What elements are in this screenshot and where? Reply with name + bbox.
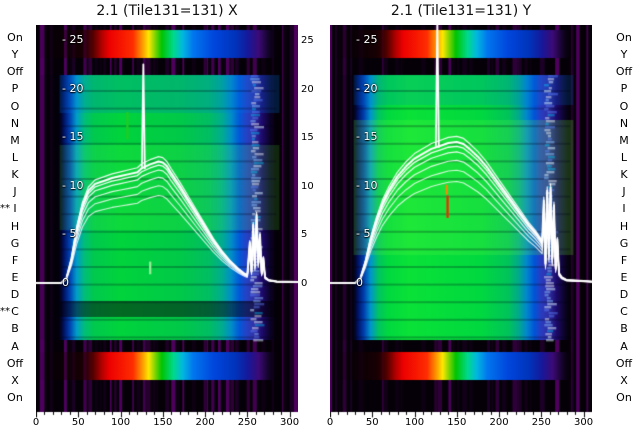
row-label-left-n-5: N: [10, 116, 20, 130]
y-tick-10-panel1: - 10: [356, 178, 378, 192]
x-tick-100-panel1: 100: [404, 417, 425, 428]
row-label-left-on-0: On: [7, 31, 23, 44]
row-label-left-d-15: D: [10, 288, 20, 302]
row-label-left-k-8: K: [11, 168, 19, 182]
y-tick-0-panel1: 0: [356, 276, 363, 289]
y-tick-mirror-15: 15: [301, 132, 314, 144]
x-tick-0-panel1: 0: [326, 417, 334, 428]
y-tick-mirror-0: 0: [301, 278, 308, 289]
y-tick-mirror-20: 20: [301, 83, 314, 95]
y-tick-0-panel0: 0: [62, 276, 69, 289]
heatmap-panel-y: [330, 25, 592, 420]
row-label-left-x-20: X: [11, 373, 19, 387]
row-label-right-off-2: Off: [615, 65, 633, 79]
row-label-right-l-7: L: [620, 150, 628, 164]
x-tick-200-panel0: 200: [195, 417, 215, 428]
x-tick-200-panel1: 200: [489, 417, 509, 428]
row-label-right-n-5: N: [619, 116, 629, 130]
row-label-left-g-12: G: [10, 236, 20, 250]
row-label-right-d-15: D: [619, 288, 629, 302]
row-label-left-off-19: Off: [6, 356, 24, 370]
row-label-left-y-1: Y: [11, 48, 19, 62]
x-tick-0-panel0: 0: [32, 417, 40, 428]
x-tick-50-panel0: 50: [71, 417, 85, 428]
row-label-right-c-16: C: [620, 305, 628, 319]
panel-title-y: 2.1 (Tile131=131) Y: [390, 3, 532, 19]
row-label-left-i-10: I: [13, 202, 17, 216]
row-label-right-a-18: A: [620, 339, 628, 353]
y-tick-mirror-5: 5: [301, 229, 308, 241]
row-label-right-y-1: Y: [620, 48, 628, 62]
row-label-left-on-21: On: [7, 390, 23, 404]
row-label-left-j-9: J: [13, 185, 17, 199]
row-label-right-b-17: B: [620, 322, 628, 336]
panel-title-x: 2.1 (Tile131=131) X: [96, 3, 238, 19]
y-tick-25-panel0: - 25: [62, 33, 84, 46]
y-tick-25-panel1: - 25: [356, 33, 378, 46]
row-label-right-p-3: P: [620, 82, 628, 96]
x-tick-100-panel0: 100: [110, 417, 131, 428]
row-marker-i: **: [0, 203, 10, 215]
y-tick-15-panel0: - 15: [62, 130, 84, 144]
row-label-right-o-4: O: [619, 99, 629, 113]
y-tick-mirror-10: 10: [301, 180, 314, 192]
row-label-left-p-3: P: [11, 82, 19, 96]
row-label-left-b-17: B: [11, 322, 19, 336]
x-tick-250-panel1: 250: [531, 417, 551, 428]
y-tick-15-panel1: - 15: [356, 130, 378, 144]
y-tick-20-panel1: - 20: [356, 81, 378, 95]
y-tick-mirror-25: 25: [301, 35, 314, 46]
row-label-right-k-8: K: [620, 168, 628, 182]
row-label-left-e-14: E: [11, 270, 19, 284]
row-label-right-on-0: On: [616, 31, 632, 44]
row-label-right-m-6: M: [619, 133, 629, 147]
y-tick-10-panel0: - 10: [62, 178, 84, 192]
y-tick-5-panel1: - 5: [356, 227, 371, 241]
row-label-right-f-13: F: [620, 253, 628, 267]
x-tick-300-panel1: 300: [574, 417, 594, 428]
row-label-left-a-18: A: [11, 339, 19, 353]
row-label-right-i-10: I: [622, 202, 626, 216]
row-marker-c: **: [0, 306, 10, 318]
row-label-left-o-4: O: [10, 99, 20, 113]
row-label-right-off-19: Off: [615, 356, 633, 370]
x-tick-150-panel0: 150: [153, 417, 173, 428]
row-label-right-h-11: H: [619, 219, 629, 233]
x-tick-50-panel1: 50: [365, 417, 379, 428]
x-tick-150-panel1: 150: [447, 417, 467, 428]
row-label-right-g-12: G: [619, 236, 629, 250]
row-label-right-e-14: E: [620, 270, 628, 284]
row-label-left-l-7: L: [11, 150, 19, 164]
row-label-right-x-20: X: [620, 373, 628, 387]
x-tick-300-panel0: 300: [280, 417, 300, 428]
x-tick-250-panel0: 250: [237, 417, 257, 428]
y-tick-20-panel0: - 20: [62, 81, 84, 95]
row-label-left-h-11: H: [10, 219, 20, 233]
y-tick-5-panel0: - 5: [62, 227, 77, 241]
row-label-right-j-9: J: [622, 185, 626, 199]
row-label-right-on-21: On: [616, 390, 632, 404]
row-label-left-f-13: F: [11, 253, 19, 267]
row-label-left-m-6: M: [10, 133, 20, 147]
row-label-left-off-2: Off: [6, 65, 24, 79]
row-label-left-c-16: C: [11, 305, 19, 319]
heatmap-panel-x: [36, 25, 298, 420]
